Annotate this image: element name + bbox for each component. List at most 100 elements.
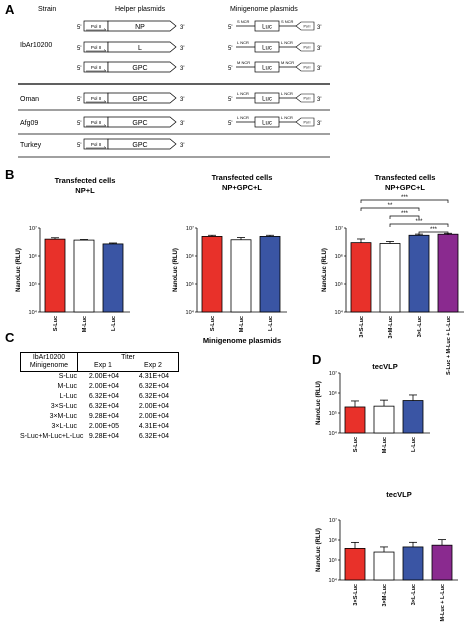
y-tick-label: 10⁶ bbox=[329, 390, 337, 397]
pol2-label: Pol II bbox=[91, 142, 101, 147]
significance-bracket bbox=[389, 223, 449, 227]
bar bbox=[373, 551, 395, 581]
significance-label: ** bbox=[388, 203, 393, 209]
x-tick-label: M-Luc bbox=[239, 316, 245, 332]
x-tick-label: S-Luc + M-Luc + L-Luc bbox=[440, 584, 446, 622]
table-cell-exp1: 9.28E+04 bbox=[88, 433, 120, 440]
bar bbox=[344, 406, 366, 434]
ncr-label-right: L NCR bbox=[281, 91, 293, 96]
prime3-label: 3' bbox=[317, 46, 321, 52]
y-tick-label: 10⁴ bbox=[186, 309, 195, 316]
x-tick-label: L-Luc bbox=[268, 316, 274, 331]
prime5-label: 5' bbox=[77, 25, 81, 31]
table-row: 3×L-Luc 2.00E+05 4.31E+04 bbox=[20, 422, 180, 432]
bar bbox=[259, 236, 281, 313]
table-header-titer: Titer bbox=[121, 354, 135, 361]
panel-label-c: C bbox=[5, 330, 15, 345]
table-cell-minigenome: M-Luc bbox=[57, 383, 77, 390]
y-axis-label: NanoLuc (RLU) bbox=[16, 248, 22, 292]
chart-title: tecVLP bbox=[372, 362, 397, 371]
titer-table: IbAr10200 Minigenome Titer Exp 1 Exp 2 S… bbox=[20, 352, 180, 442]
bar bbox=[102, 243, 124, 313]
table-row: S-Luc 2.00E+04 4.31E+04 bbox=[20, 372, 180, 382]
table-cell-minigenome: 3×S-Luc bbox=[50, 403, 77, 410]
chart-title: Transfected cells bbox=[375, 173, 436, 182]
x-tick-label: 3×S-Luc bbox=[353, 584, 359, 606]
pol1-label: Pol I bbox=[303, 66, 310, 70]
luc-label: Luc bbox=[262, 25, 272, 31]
pol1-box bbox=[295, 93, 315, 103]
helper-plasmid: 5' Pol II GPC 3' bbox=[77, 116, 184, 128]
y-tick-label: 10⁵ bbox=[329, 410, 337, 417]
table-header-minigenome: Minigenome bbox=[29, 362, 69, 369]
x-tick-label: S-Luc + M-Luc + L-Luc bbox=[446, 316, 452, 375]
panel-label-b: B bbox=[5, 167, 15, 182]
pol2-label: Pol II bbox=[91, 120, 101, 125]
pol1-label: Pol I bbox=[303, 97, 310, 101]
table-header-strain: IbAr10200 bbox=[32, 354, 66, 361]
table-cell-exp1: 2.00E+05 bbox=[88, 423, 120, 430]
y-tick-label: 10⁷ bbox=[335, 225, 343, 232]
prime3-label: 3' bbox=[317, 25, 321, 31]
x-axis-label: Minigenome plasmids bbox=[203, 336, 281, 345]
prime5-label: 5' bbox=[77, 46, 81, 52]
gene-arrow bbox=[107, 20, 177, 32]
pol1-label: Pol I bbox=[303, 121, 310, 125]
helper-plasmid: 5' Pol II GPC 3' bbox=[77, 61, 184, 73]
prime5-label: 5' bbox=[77, 121, 81, 127]
prime5-label: 5' bbox=[228, 97, 232, 103]
chart-title: tecVLP bbox=[386, 490, 411, 499]
helper-gene-label: GPC bbox=[132, 65, 147, 72]
y-tick-label: 10⁶ bbox=[186, 253, 194, 260]
table-row: 3×S-Luc 6.32E+04 2.00E+04 bbox=[20, 402, 180, 412]
luc-label: Luc bbox=[262, 46, 272, 52]
bar bbox=[344, 548, 366, 581]
y-tick-label: 10⁵ bbox=[335, 281, 343, 288]
x-tick-label: L-Luc bbox=[111, 316, 117, 331]
minigenome-plasmid: 5' L NCR Luc L NCR Pol I 3' bbox=[228, 40, 321, 53]
helper-plasmid: 5' Pol II NP 3' bbox=[77, 20, 184, 32]
ncr-label-left: S NCR bbox=[237, 19, 250, 24]
pol1-box bbox=[295, 117, 315, 127]
ncr-label-right: M NCR bbox=[281, 60, 294, 65]
prime3-label: 3' bbox=[317, 121, 321, 127]
ncr-label-right: L NCR bbox=[281, 115, 293, 120]
helper-plasmid: 5' Pol II GPC 3' bbox=[77, 138, 184, 150]
y-tick-label: 10⁵ bbox=[29, 281, 37, 288]
luc-label: Luc bbox=[262, 66, 272, 72]
table-cell-exp2: 6.32E+04 bbox=[138, 433, 170, 440]
table-cell-minigenome: 3×M-Luc bbox=[49, 413, 77, 420]
table-cell-exp2: 6.32E+04 bbox=[138, 393, 170, 400]
promoter-arrow bbox=[86, 69, 107, 72]
ncr-label-right: L NCR bbox=[281, 40, 293, 45]
y-axis-label: NanoLuc (RLU) bbox=[322, 248, 328, 292]
table-cell-exp2: 6.32E+04 bbox=[138, 383, 170, 390]
significance-label: *** bbox=[401, 211, 409, 217]
bar bbox=[73, 239, 95, 313]
table-cell-minigenome: S-Luc+M-Luc+L-Luc bbox=[20, 433, 84, 440]
promoter-arrow bbox=[86, 100, 107, 103]
x-tick-label: S-Luc bbox=[210, 316, 216, 331]
y-tick-label: 10⁴ bbox=[329, 430, 338, 437]
helper-gene-label: L bbox=[138, 45, 142, 52]
prime5-label: 5' bbox=[228, 66, 232, 72]
helper-gene-label: GPC bbox=[132, 142, 147, 149]
pol2-label: Pol II bbox=[91, 24, 101, 29]
significance-label: *** bbox=[430, 227, 438, 233]
header-minigenome-plasmids: Minigenome plasmids bbox=[230, 6, 298, 13]
table-cell-exp2: 4.31E+04 bbox=[138, 423, 170, 430]
bar bbox=[402, 400, 424, 434]
luc-label: Luc bbox=[262, 121, 272, 127]
panel-label-d: D bbox=[312, 352, 322, 367]
x-tick-label: 3×L-Luc bbox=[411, 584, 417, 605]
promoter-arrow bbox=[86, 28, 107, 31]
bar bbox=[408, 234, 430, 313]
header-strain: Strain bbox=[38, 6, 56, 13]
significance-label: *** bbox=[401, 195, 409, 201]
prime5-label: 5' bbox=[77, 66, 81, 72]
pol1-label: Pol I bbox=[303, 25, 310, 29]
panel-label-a: A bbox=[5, 2, 15, 17]
